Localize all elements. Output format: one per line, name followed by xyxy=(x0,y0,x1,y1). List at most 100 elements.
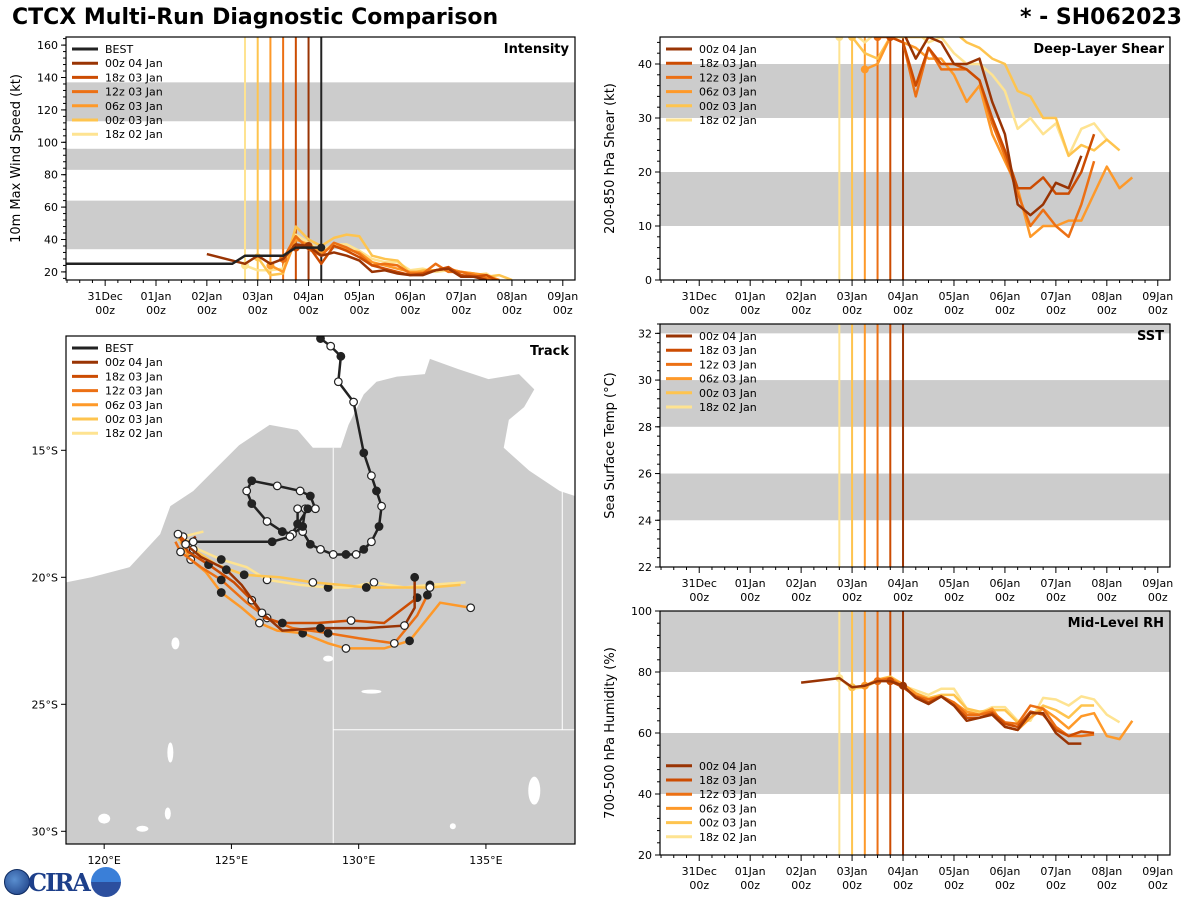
x-tick-label: 00z xyxy=(740,879,760,892)
legend-label: 18z 03 Jan xyxy=(699,774,757,787)
x-tick-label: 00z xyxy=(842,591,862,604)
x-tick-label: 05Jan xyxy=(938,865,969,878)
shaded-band xyxy=(660,172,1170,226)
best-track-point xyxy=(351,550,361,559)
legend-label: 00z 04 Jan xyxy=(105,57,163,70)
series-line xyxy=(889,37,1096,195)
track-point xyxy=(176,547,185,557)
track-point xyxy=(216,588,226,597)
track-point xyxy=(316,623,325,633)
x-tick-label: 00z xyxy=(248,304,268,317)
plot-area xyxy=(660,324,1170,567)
x-tick-label: 00z xyxy=(995,879,1015,892)
series-line xyxy=(877,676,1095,738)
best-track-point xyxy=(242,486,252,496)
best-track-point xyxy=(247,499,257,509)
best-line xyxy=(66,246,322,266)
intensity-panel: 2040608010012014016031Dec00z01Jan00z02Ja… xyxy=(9,36,578,317)
best-track-point xyxy=(359,448,369,458)
shaded-band xyxy=(660,324,1170,334)
x-tick-label: 02Jan xyxy=(786,577,817,590)
lake xyxy=(171,637,180,650)
init-marker xyxy=(860,65,869,74)
x-tick-label: 01Jan xyxy=(735,577,766,590)
init-marker xyxy=(899,28,907,36)
track-point xyxy=(466,603,476,613)
lake xyxy=(449,823,456,830)
x-tick-label: 00z xyxy=(842,879,862,892)
best-track-point xyxy=(367,537,376,547)
best-track-point xyxy=(336,351,346,361)
track-point xyxy=(277,618,287,628)
y-axis-label: 10m Max Wind Speed (kt) xyxy=(9,74,24,243)
legend-label: 00z 03 Jan xyxy=(699,387,757,400)
x-tick-label: 00z xyxy=(350,304,370,317)
x-tick-label: 03Jan xyxy=(837,290,868,303)
best-track-point xyxy=(341,550,351,559)
track-point xyxy=(425,583,435,592)
series-line xyxy=(904,37,1083,217)
legend-label: 00z 04 Jan xyxy=(699,43,757,56)
best-track-point xyxy=(267,537,277,547)
x-tick-label: 00z xyxy=(791,304,811,317)
legend-label: 18z 02 Jan xyxy=(105,128,163,141)
axes-frame xyxy=(659,36,1171,281)
x-tick-label: 01Jan xyxy=(141,290,172,303)
y-tick-label: 80 xyxy=(44,169,58,182)
best-track-point xyxy=(333,377,343,387)
x-tick-label: 07Jan xyxy=(1040,290,1071,303)
x-tick-label: 00z xyxy=(1097,879,1117,892)
map-area xyxy=(66,336,575,844)
x-tick-label: 07Jan xyxy=(1040,865,1071,878)
figure-title: CTCX Multi-Run Diagnostic Comparison xyxy=(12,5,499,30)
best-track-point xyxy=(374,522,384,531)
globe-icon xyxy=(4,869,30,895)
y-tick-label: 0 xyxy=(645,274,652,287)
track-point xyxy=(173,529,183,539)
x-tick-label: 04Jan xyxy=(888,865,919,878)
init-marker xyxy=(886,37,895,41)
y-tick-label: 28 xyxy=(638,421,652,434)
x-tick-label: 04Jan xyxy=(888,290,919,303)
legend-label: 00z 04 Jan xyxy=(105,356,163,369)
track-panel: 120°E 125°E 130°E 135°E 15°S 20°S 25°S 30°S Trac… xyxy=(32,335,576,867)
x-tick-label: 02Jan xyxy=(786,865,817,878)
track-point xyxy=(255,618,264,628)
track-point xyxy=(221,565,231,575)
x-tick-label: 09Jan xyxy=(1142,290,1173,303)
axes-frame xyxy=(65,335,576,845)
track-point xyxy=(369,577,379,587)
mountain-cloud-icon xyxy=(90,867,121,897)
x-tick-label: 00z xyxy=(1148,591,1168,604)
best-track-point xyxy=(316,336,325,343)
x-tick-label: 06Jan xyxy=(989,865,1020,878)
y-tick-label: 20 xyxy=(638,166,652,179)
legend-label: 00z 03 Jan xyxy=(105,413,163,426)
axes-frame xyxy=(65,36,576,281)
best-marker xyxy=(317,243,326,252)
legend-label: BEST xyxy=(105,43,133,56)
x-tick-label: 08Jan xyxy=(1091,290,1122,303)
track-point xyxy=(422,590,432,600)
x-tick-label: 00z xyxy=(502,304,522,317)
y-tick-label: 120 xyxy=(37,104,58,117)
track-point xyxy=(341,644,351,653)
x-tick-label: 03Jan xyxy=(837,577,868,590)
legend-label: 18z 03 Jan xyxy=(699,344,757,357)
x-tick-label: 00z xyxy=(451,304,471,317)
x-tick-label: 08Jan xyxy=(496,290,527,303)
x-tick-label: 00z xyxy=(791,879,811,892)
track-point xyxy=(216,555,226,564)
legend-label: 00z 04 Jan xyxy=(699,760,757,773)
best-track-point xyxy=(293,504,302,514)
x-tick-label: 00z xyxy=(944,879,964,892)
x-tick-label: 02Jan xyxy=(786,290,817,303)
x-tick-label: 31Dec xyxy=(88,290,123,303)
panel-title: Intensity xyxy=(504,42,570,57)
legend-label: 00z 04 Jan xyxy=(699,330,757,343)
best-track-point xyxy=(326,341,336,351)
x-tick-label: 05Jan xyxy=(344,290,375,303)
best-track-point xyxy=(377,501,386,511)
init-marker xyxy=(835,37,844,41)
lake xyxy=(528,776,541,805)
